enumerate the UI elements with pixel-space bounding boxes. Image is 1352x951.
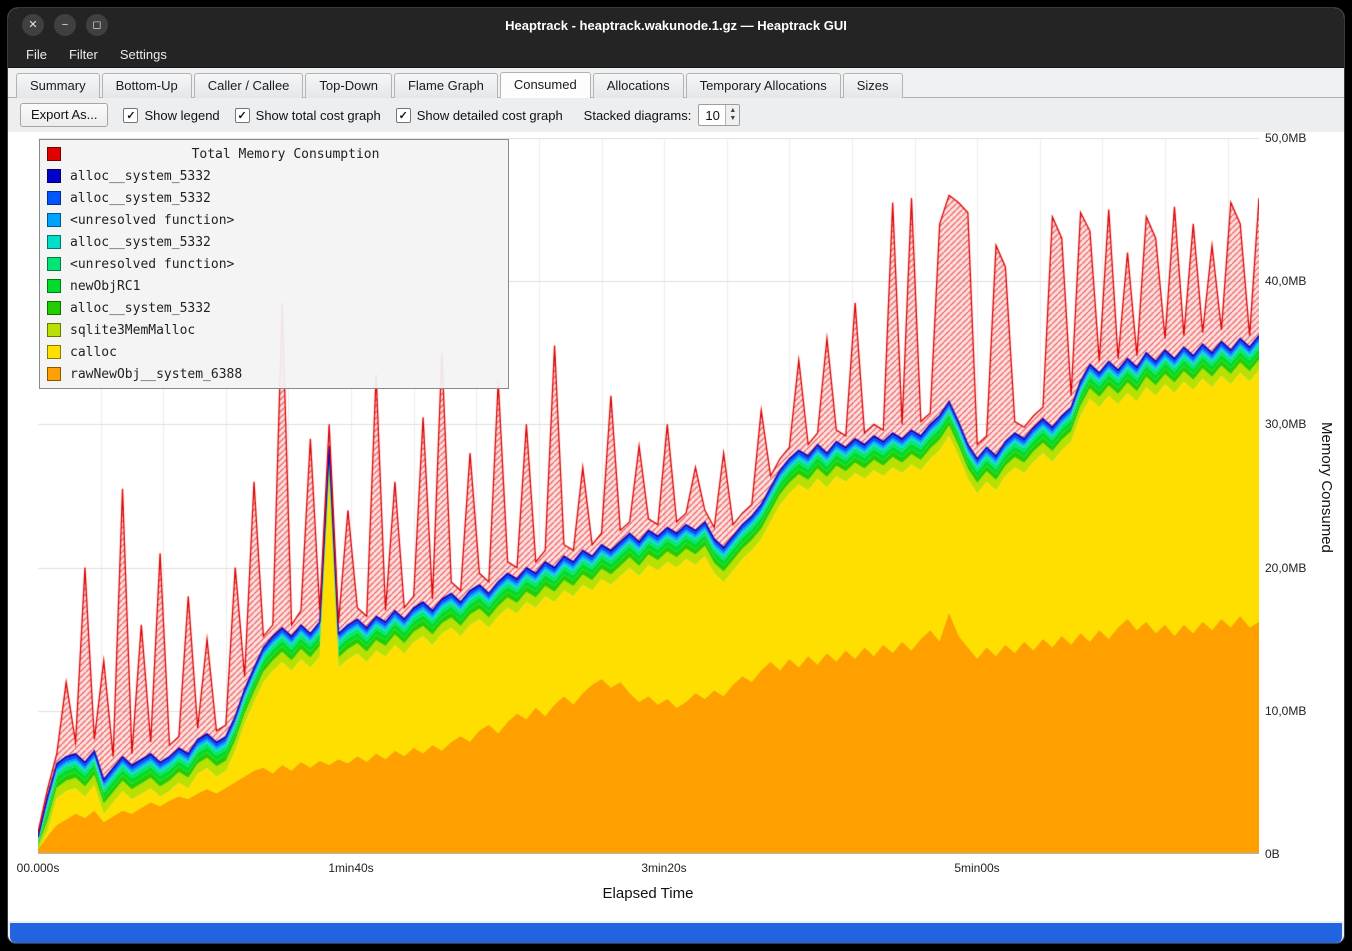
tab-top-down[interactable]: Top-Down [305, 73, 392, 98]
legend-item: calloc [47, 341, 501, 363]
minimize-icon[interactable]: − [54, 14, 76, 36]
tab-allocations[interactable]: Allocations [592, 73, 684, 98]
stacked-diagrams-spinbox[interactable]: 10 ▲ ▼ [698, 104, 741, 126]
legend-item: alloc__system_5332 [47, 165, 501, 187]
heaptrack-window: ✕ − ◻ Heaptrack - heaptrack.wakunode.1.g… [8, 8, 1344, 943]
legend-item: <unresolved function> [47, 253, 501, 275]
y-tick-30: 30,0MB [1265, 417, 1307, 431]
tab-temporary-allocations[interactable]: Temporary Allocations [685, 73, 841, 98]
y-tick-50: 50,0MB [1265, 131, 1307, 145]
legend-item: sqlite3MemMalloc [47, 319, 501, 341]
show-legend-label: Show legend [144, 107, 220, 123]
y-tick-40: 40,0MB [1265, 274, 1307, 288]
tab-flame-graph[interactable]: Flame Graph [393, 73, 498, 98]
menu-settings[interactable]: Settings [119, 47, 167, 62]
legend-swatch [47, 257, 61, 271]
show-legend-checkbox[interactable]: Show legend [123, 107, 220, 123]
show-total-cost-checkbox[interactable]: Show total cost graph [234, 107, 381, 123]
y-tick-10: 10,0MB [1265, 704, 1307, 718]
show-detailed-cost-label: Show detailed cost graph [416, 107, 563, 123]
legend-swatch [47, 147, 61, 161]
menu-file[interactable]: File [26, 47, 47, 62]
y-tick-0: 0B [1265, 847, 1280, 861]
window-title: Heaptrack - heaptrack.wakunode.1.gz — He… [505, 17, 847, 33]
legend-item: alloc__system_5332 [47, 231, 501, 253]
y-axis-title: Memory Consumed [1318, 422, 1335, 553]
legend-item: newObjRC1 [47, 275, 501, 297]
titlebar[interactable]: ✕ − ◻ Heaptrack - heaptrack.wakunode.1.g… [8, 8, 1344, 42]
consumed-chart: Total Memory Consumption alloc__system_5… [8, 131, 1344, 921]
tab-consumed[interactable]: Consumed [499, 72, 591, 98]
tab-bar: Summary Bottom-Up Caller / Callee Top-Do… [8, 68, 1344, 98]
export-as-button[interactable]: Export As... [20, 103, 109, 127]
show-detailed-cost-checkbox[interactable]: Show detailed cost graph [395, 107, 563, 123]
maximize-icon[interactable]: ◻ [86, 14, 108, 36]
x-axis-title: Elapsed Time [602, 885, 694, 902]
legend-swatch [47, 367, 61, 381]
legend-swatch [47, 301, 61, 315]
legend-swatch [47, 345, 61, 359]
tab-bottom-up[interactable]: Bottom-Up [101, 73, 192, 98]
legend-swatch [47, 191, 61, 205]
chart-legend: Total Memory Consumption alloc__system_5… [39, 139, 509, 389]
legend-item: alloc__system_5332 [47, 187, 501, 209]
legend-item: rawNewObj__system_6388 [47, 363, 501, 385]
y-tick-20: 20,0MB [1265, 561, 1307, 575]
legend-swatch [47, 169, 61, 183]
legend-swatch [47, 235, 61, 249]
stacked-diagrams-label: Stacked diagrams: [583, 107, 692, 123]
legend-swatch [47, 279, 61, 293]
tab-caller-callee[interactable]: Caller / Callee [193, 73, 304, 98]
tab-sizes[interactable]: Sizes [842, 73, 903, 98]
tab-summary[interactable]: Summary [16, 73, 100, 98]
close-icon[interactable]: ✕ [22, 14, 44, 36]
menu-filter[interactable]: Filter [68, 47, 98, 62]
legend-item: <unresolved function> [47, 209, 501, 231]
checkbox-check-icon[interactable] [123, 107, 139, 123]
show-total-cost-label: Show total cost graph [255, 107, 381, 123]
x-tick-3: 5min00s [954, 861, 1000, 875]
x-tick-0: 00.000s [16, 861, 60, 875]
toolbar: Export As... Show legend Show total cost… [8, 98, 1344, 132]
window-controls: ✕ − ◻ [22, 14, 108, 36]
spinbox-value[interactable]: 10 [705, 108, 720, 123]
menubar: File Filter Settings [8, 42, 1344, 68]
x-tick-2: 3min20s [641, 861, 687, 875]
legend-title-row: Total Memory Consumption [47, 143, 501, 165]
x-tick-1: 1min40s [328, 861, 374, 875]
checkbox-check-icon[interactable] [234, 107, 250, 123]
bottom-strip [10, 923, 1342, 943]
legend-title: Total Memory Consumption [191, 146, 380, 162]
legend-swatch [47, 323, 61, 337]
legend-swatch [47, 213, 61, 227]
legend-item: alloc__system_5332 [47, 297, 501, 319]
spinbox-arrows-icon[interactable]: ▲ ▼ [725, 105, 740, 125]
checkbox-check-icon[interactable] [395, 107, 411, 123]
